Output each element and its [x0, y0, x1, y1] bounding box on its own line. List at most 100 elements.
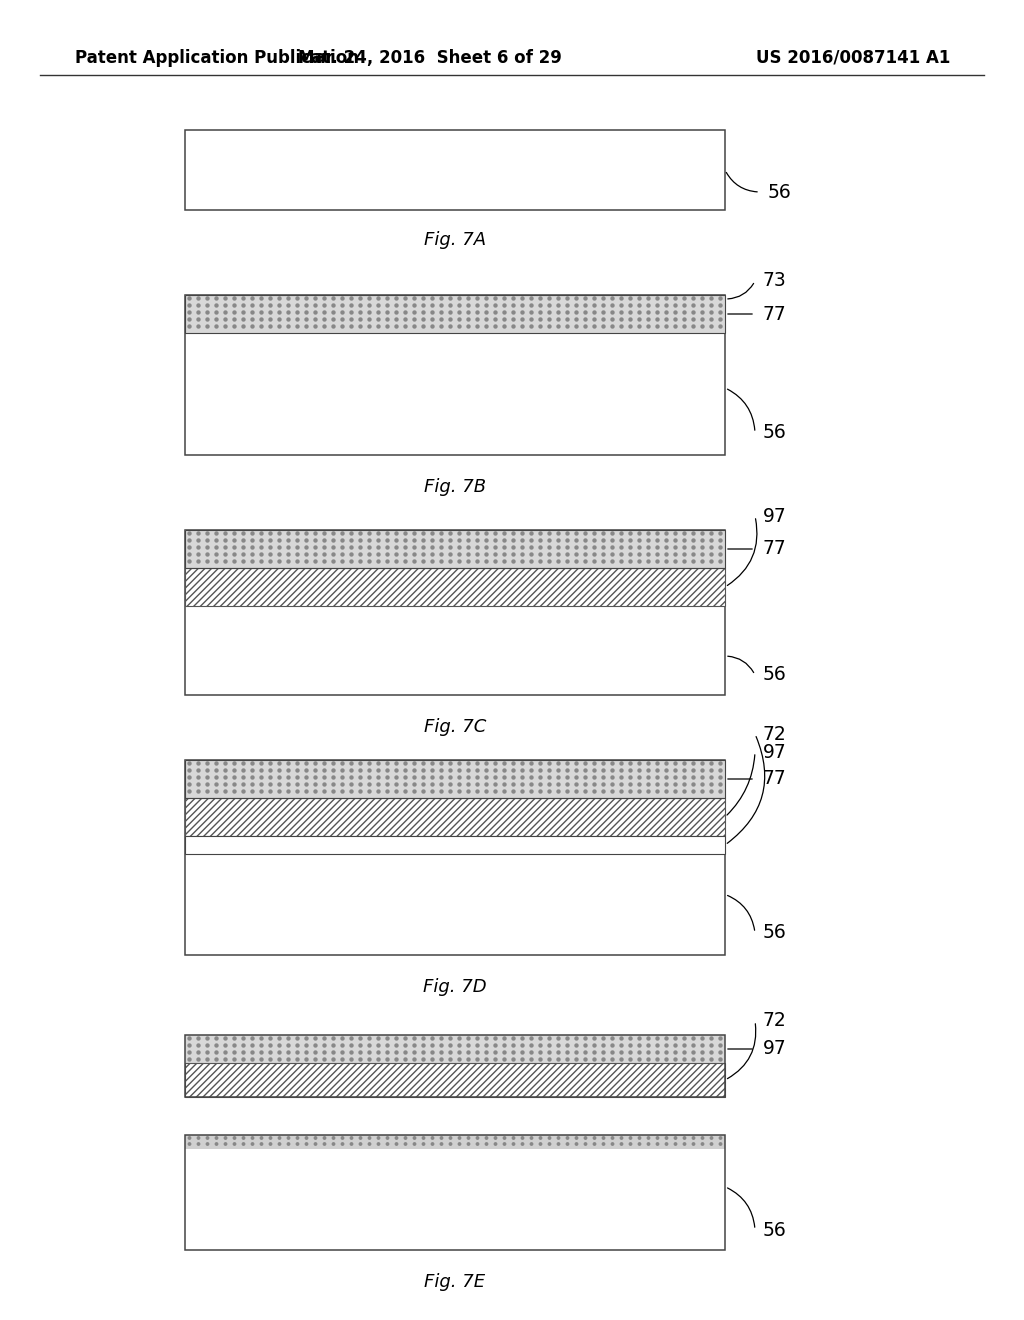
Circle shape [377, 325, 380, 327]
Circle shape [368, 560, 371, 564]
Circle shape [341, 560, 344, 564]
Circle shape [692, 1044, 695, 1047]
Circle shape [413, 1059, 416, 1061]
Circle shape [540, 1137, 542, 1139]
Circle shape [548, 546, 551, 549]
Circle shape [584, 1044, 587, 1047]
Circle shape [197, 783, 200, 785]
Circle shape [512, 318, 515, 321]
Circle shape [215, 1143, 218, 1146]
Circle shape [314, 546, 317, 549]
Circle shape [422, 560, 425, 564]
Circle shape [287, 770, 290, 772]
Circle shape [188, 546, 191, 549]
Circle shape [332, 539, 335, 543]
Circle shape [251, 297, 254, 300]
Circle shape [711, 1143, 713, 1146]
Circle shape [548, 318, 551, 321]
Circle shape [602, 789, 605, 793]
Circle shape [404, 304, 407, 308]
Circle shape [647, 325, 650, 327]
Circle shape [485, 1137, 487, 1139]
Circle shape [557, 318, 560, 321]
Circle shape [404, 1038, 407, 1040]
Circle shape [494, 325, 497, 327]
Circle shape [206, 312, 209, 314]
Circle shape [503, 546, 506, 549]
Circle shape [206, 789, 209, 793]
Circle shape [377, 297, 380, 300]
Circle shape [701, 1137, 703, 1139]
Circle shape [287, 532, 290, 535]
Circle shape [242, 762, 245, 766]
Circle shape [431, 1143, 434, 1146]
Circle shape [530, 789, 534, 793]
Circle shape [467, 532, 470, 535]
Circle shape [215, 304, 218, 308]
Circle shape [557, 539, 560, 543]
Circle shape [557, 560, 560, 564]
Text: 72: 72 [763, 1011, 786, 1031]
Circle shape [584, 762, 587, 766]
Circle shape [521, 539, 524, 543]
Circle shape [485, 539, 488, 543]
Circle shape [674, 770, 677, 772]
Circle shape [647, 318, 650, 321]
Circle shape [188, 1059, 191, 1061]
Circle shape [260, 546, 263, 549]
Circle shape [575, 318, 578, 321]
Circle shape [575, 770, 578, 772]
Circle shape [656, 297, 659, 300]
Circle shape [638, 789, 641, 793]
Circle shape [359, 318, 362, 321]
Circle shape [242, 532, 245, 535]
Circle shape [350, 325, 353, 327]
Circle shape [314, 318, 317, 321]
Circle shape [404, 770, 407, 772]
Circle shape [503, 783, 506, 785]
Circle shape [467, 539, 470, 543]
Circle shape [359, 325, 362, 327]
Circle shape [269, 783, 272, 785]
Circle shape [422, 1059, 425, 1061]
Circle shape [377, 1059, 380, 1061]
Circle shape [413, 783, 416, 785]
Circle shape [197, 532, 200, 535]
Circle shape [665, 297, 668, 300]
Circle shape [530, 532, 534, 535]
Circle shape [656, 1044, 659, 1047]
Circle shape [512, 304, 515, 308]
Text: Fig. 7E: Fig. 7E [424, 1272, 485, 1291]
Circle shape [620, 318, 623, 321]
Circle shape [314, 553, 317, 556]
Circle shape [449, 783, 452, 785]
Circle shape [305, 539, 308, 543]
Circle shape [584, 1038, 587, 1040]
Circle shape [476, 304, 479, 308]
Circle shape [386, 762, 389, 766]
Circle shape [224, 1044, 227, 1047]
Circle shape [449, 1044, 452, 1047]
Circle shape [368, 539, 371, 543]
Circle shape [503, 312, 506, 314]
Circle shape [215, 318, 218, 321]
Circle shape [557, 783, 560, 785]
Circle shape [593, 1137, 596, 1139]
Circle shape [539, 318, 542, 321]
Circle shape [593, 1044, 596, 1047]
Circle shape [692, 783, 695, 785]
Circle shape [683, 318, 686, 321]
Text: 56: 56 [763, 924, 786, 942]
Circle shape [242, 776, 245, 779]
Bar [185, 836, 725, 854]
Circle shape [215, 1137, 218, 1139]
Text: Fig. 7D: Fig. 7D [423, 978, 486, 997]
Circle shape [242, 318, 245, 321]
Circle shape [224, 312, 227, 314]
Circle shape [332, 776, 335, 779]
Circle shape [323, 776, 326, 779]
Circle shape [629, 789, 632, 793]
Circle shape [620, 762, 623, 766]
Circle shape [584, 304, 587, 308]
Circle shape [404, 783, 407, 785]
